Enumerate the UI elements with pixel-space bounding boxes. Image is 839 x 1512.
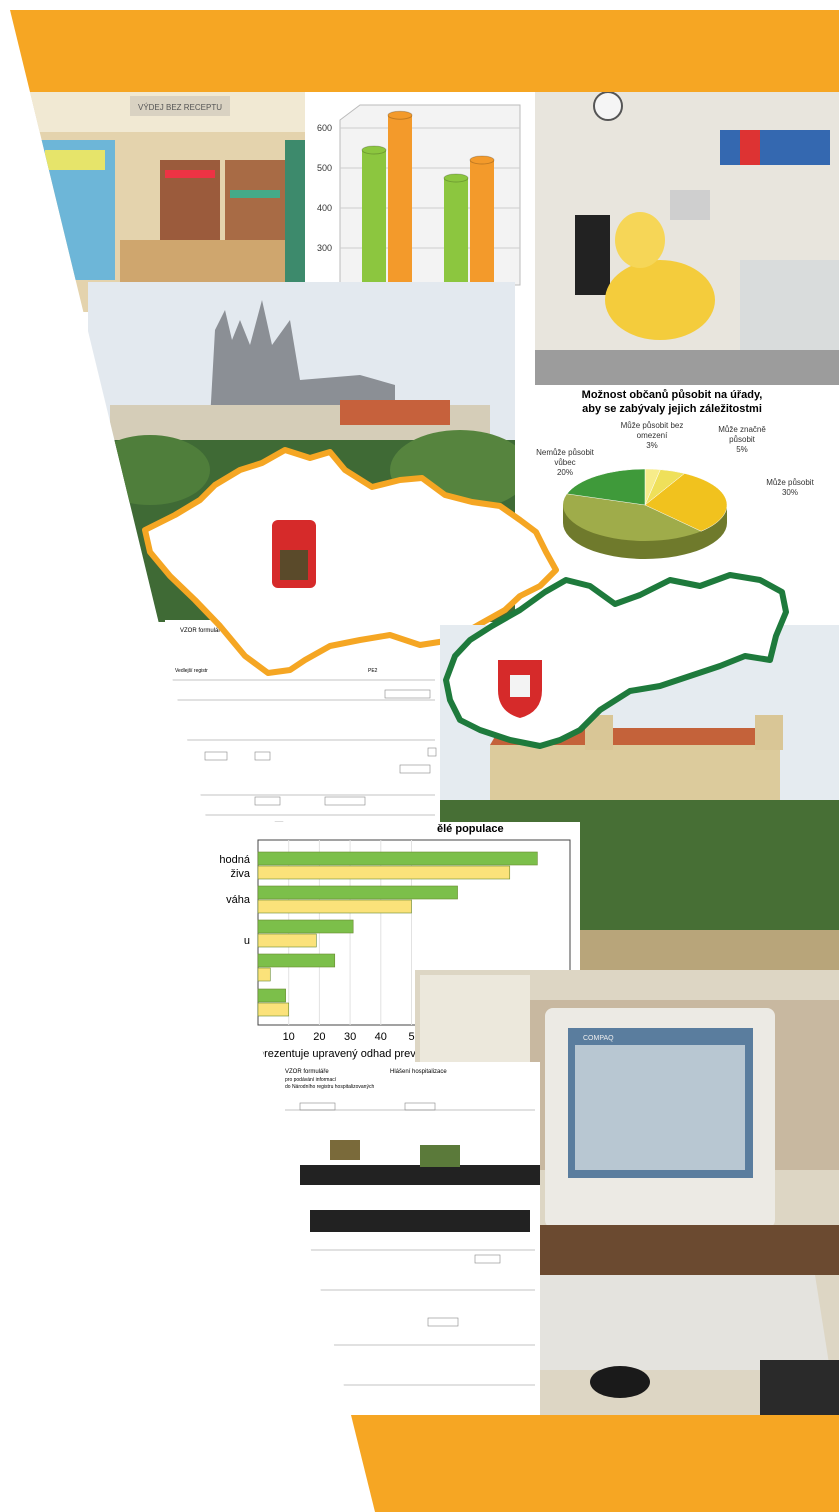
bar-top <box>362 146 386 154</box>
pie-title: aby se zabývaly jejich záležitostmi <box>582 403 762 415</box>
slice-label: Může působit <box>766 478 814 487</box>
x-tick-label: 10 <box>283 1031 295 1043</box>
form-subtitle: do Národního registru hospitalizovaných <box>285 1084 374 1090</box>
bar <box>258 968 270 981</box>
slice-label: Může působit bez <box>621 421 684 430</box>
slice-label: omezení <box>637 431 668 440</box>
slice-label: vůbec <box>554 458 575 467</box>
form-subtitle: pro podávání informací <box>285 1077 337 1083</box>
category-label: u <box>244 935 250 947</box>
category-label: váha <box>226 894 251 906</box>
bar <box>444 178 468 285</box>
x-tick-label: 40 <box>375 1031 387 1043</box>
bar-top <box>444 174 468 182</box>
bar <box>258 1003 289 1016</box>
slice-value-label: 30% <box>782 488 798 497</box>
x-tick-label: 30 <box>344 1031 356 1043</box>
slice-value-label: 20% <box>557 468 573 477</box>
slice-value-label: 3% <box>646 441 658 450</box>
category-label: hodná <box>219 854 250 866</box>
bar-chart-fragment: 300 400 500 600 <box>305 92 535 285</box>
dental-photo <box>535 92 839 385</box>
bar-top <box>470 156 494 164</box>
bar-top <box>388 111 412 119</box>
bar <box>258 989 286 1002</box>
pharmacy-sign: VÝDEJ BEZ RECEPTU <box>138 103 222 112</box>
monitor-brand: COMPAQ <box>583 1035 614 1042</box>
bar <box>258 954 335 967</box>
x-tick-label: 5 <box>408 1031 414 1043</box>
category-label: živa <box>230 868 250 880</box>
bottom-band <box>351 1415 839 1512</box>
bar <box>258 934 316 947</box>
form-field: Vedlejší registr <box>175 668 208 674</box>
slice-label: Nemůže působit <box>536 448 595 457</box>
y-tick-label: 600 <box>317 123 332 133</box>
bar <box>258 886 458 899</box>
slice-label: Může značně <box>718 425 766 434</box>
slice-value-label: 5% <box>736 445 748 454</box>
bar <box>362 150 386 285</box>
bar <box>258 852 537 865</box>
form-field: PE2 <box>368 668 378 674</box>
form-title: VZOR formuláře <box>285 1069 329 1075</box>
pie-title: Možnost občanů působit na úřady, <box>582 389 763 401</box>
form-heading: Hlášení hospitalizace <box>390 1069 447 1075</box>
y-tick-label: 300 <box>317 243 332 253</box>
bar <box>388 115 412 285</box>
hbar-title: ělé populace <box>437 823 504 835</box>
collage-page: VÝDEJ BEZ RECEPTU 300 400 500 600 <box>0 0 839 1512</box>
slice-label: působit <box>729 435 756 444</box>
form-title: VZOR formuláře <box>180 628 224 634</box>
bar <box>258 920 353 933</box>
y-tick-label: 500 <box>317 163 332 173</box>
bar <box>470 160 494 285</box>
y-tick-label: 400 <box>317 203 332 213</box>
top-band <box>10 10 839 92</box>
x-tick-label: 20 <box>313 1031 325 1043</box>
bar <box>258 866 510 879</box>
bar <box>258 900 412 913</box>
